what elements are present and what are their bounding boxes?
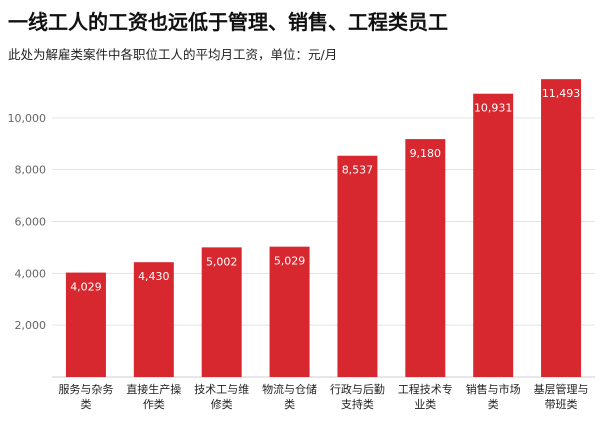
x-tick-label: 支持类 — [341, 397, 374, 411]
x-tick-label: 修类 — [211, 397, 233, 411]
x-tick-label: 基层管理与 — [534, 382, 589, 396]
y-tick-label: 6,000 — [15, 216, 47, 229]
x-tick-label: 作类 — [143, 397, 165, 411]
bar — [269, 246, 310, 377]
bar — [133, 262, 174, 377]
x-tick-label: 物流与仓储 — [262, 382, 317, 396]
x-tick-label: 技术工与维 — [194, 383, 249, 396]
bar-value-label: 4,029 — [70, 281, 102, 294]
x-tick-label: 类 — [488, 397, 499, 411]
x-tick-label: 行政与后勤 — [330, 382, 385, 396]
y-tick-label: 8,000 — [15, 164, 47, 177]
bar-value-label: 8,537 — [342, 164, 374, 177]
chart-subtitle: 此处为解雇类案件中各职位工人的平均月工资，单位：元/月 — [8, 47, 338, 62]
y-tick-label: 10,000 — [8, 112, 47, 125]
x-tick-label: 带班类 — [545, 397, 578, 411]
bar-value-label: 5,029 — [274, 255, 306, 268]
bar — [541, 79, 582, 378]
bar — [473, 93, 514, 377]
bar — [65, 272, 106, 377]
x-tick-label: 类 — [80, 397, 91, 411]
bar-value-label: 5,002 — [206, 255, 238, 268]
bar-value-label: 4,430 — [138, 270, 170, 283]
x-tick-label: 直接生产操 — [126, 382, 181, 396]
bar-value-label: 11,493 — [542, 87, 581, 100]
bar — [405, 139, 446, 377]
bar-value-label: 9,180 — [410, 147, 442, 160]
bar-value-label: 10,931 — [474, 102, 513, 115]
bar — [201, 247, 242, 377]
x-tick-label: 服务与杂务 — [58, 383, 113, 396]
x-tick-label: 销售与市场 — [466, 382, 521, 396]
y-tick-label: 4,000 — [15, 267, 47, 280]
bar — [337, 155, 378, 377]
chart-title: 一线工人的工资也远低于管理、销售、工程类员工 — [8, 10, 448, 34]
x-tick-label: 类 — [284, 397, 295, 411]
x-tick-label: 工程技术专 — [398, 382, 453, 396]
y-tick-label: 2,000 — [15, 319, 47, 332]
x-tick-label: 业类 — [414, 397, 436, 411]
